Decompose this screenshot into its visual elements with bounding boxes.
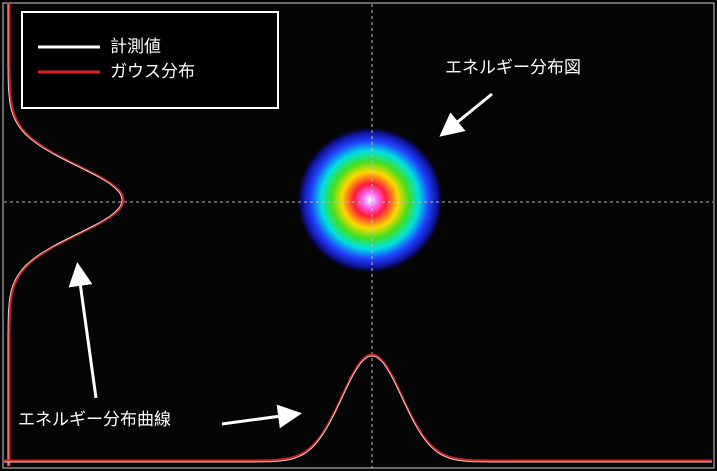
- legend-label: 計測値: [110, 37, 161, 57]
- profiler-view: 計測値 ガウス分布 エネルギー分布図 エネルギー分布曲線: [0, 0, 717, 471]
- annotation: エネルギー分布曲線: [18, 410, 171, 430]
- annotation: エネルギー分布図: [445, 58, 581, 78]
- legend-box: [22, 12, 278, 108]
- legend-label: ガウス分布: [110, 62, 195, 82]
- energy-map: [296, 126, 444, 274]
